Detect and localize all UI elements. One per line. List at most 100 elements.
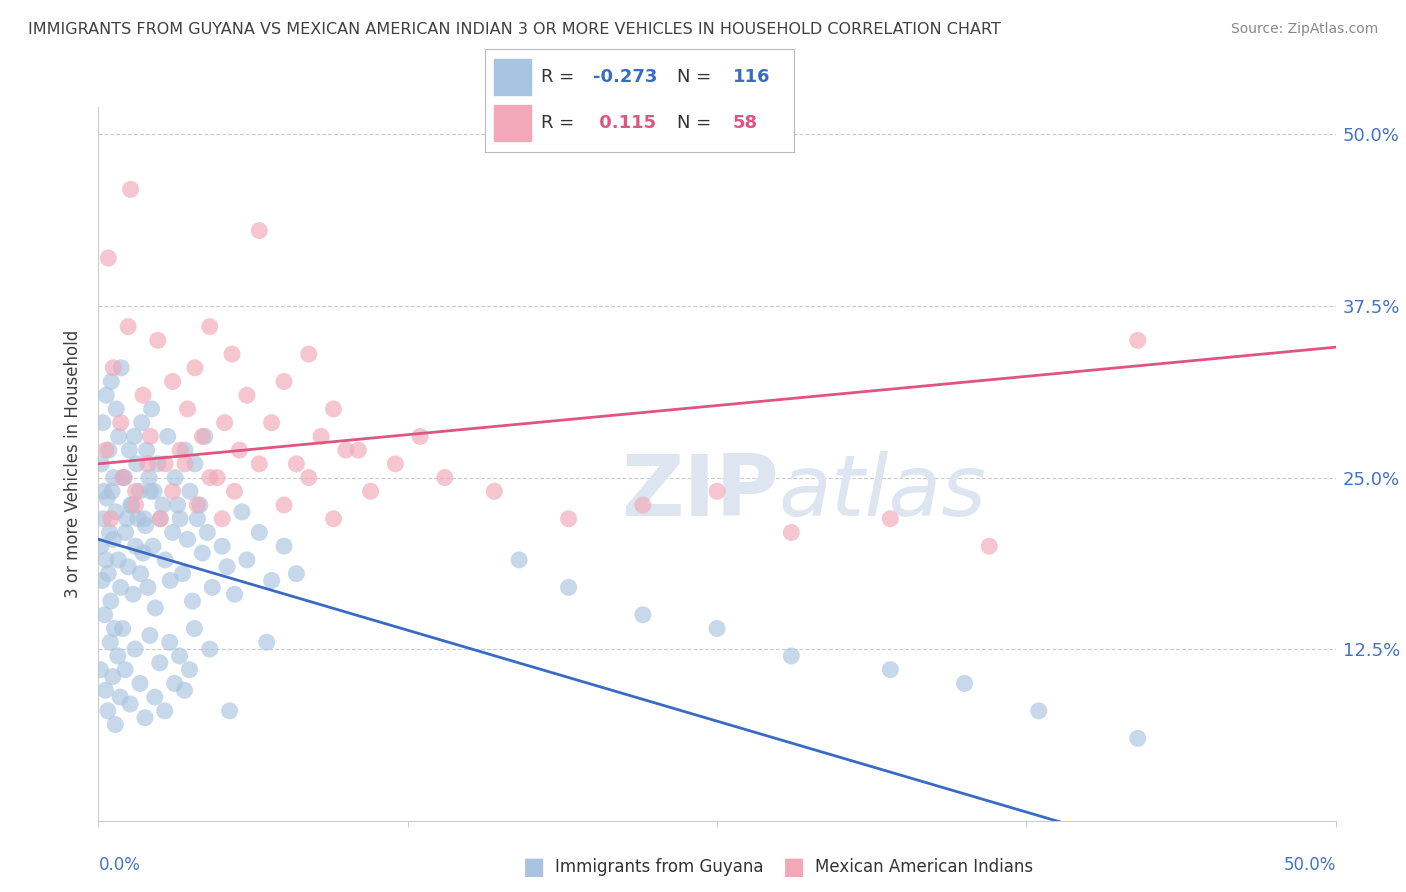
Point (112, 470, 135, 484)
Point (228, 443, 250, 458)
Point (218, 704, 240, 718)
Point (93, 512, 115, 526)
Point (141, 401, 163, 416)
Point (174, 457, 197, 471)
Point (211, 512, 233, 526)
Point (169, 648, 191, 663)
Point (179, 663, 201, 677)
Point (484, 484, 506, 499)
Point (120, 697, 142, 711)
Text: 0.0%: 0.0% (98, 856, 141, 874)
Text: R =: R = (541, 114, 579, 132)
Point (159, 635, 181, 649)
Text: R =: R = (541, 69, 579, 87)
Point (136, 580, 159, 594)
Point (557, 512, 579, 526)
Point (112, 470, 135, 484)
Point (131, 416, 153, 430)
Point (128, 484, 150, 499)
Point (108, 690, 131, 705)
Point (979, 539, 1001, 553)
Point (117, 559, 139, 574)
Point (953, 676, 976, 690)
Point (149, 656, 172, 670)
Point (195, 525, 218, 540)
Text: 50.0%: 50.0% (1284, 856, 1336, 874)
Point (146, 334, 169, 348)
Point (273, 498, 295, 512)
Point (101, 484, 124, 499)
Point (90, 457, 112, 471)
Point (93, 484, 115, 499)
Point (211, 539, 233, 553)
Point (186, 498, 208, 512)
Point (879, 663, 901, 677)
Point (156, 429, 179, 443)
Point (143, 690, 166, 705)
Point (162, 525, 184, 540)
Point (139, 484, 162, 499)
Point (124, 429, 146, 443)
Point (97, 251, 120, 265)
Point (224, 484, 246, 499)
Point (298, 347, 321, 361)
Point (125, 457, 148, 471)
Point (129, 566, 152, 581)
Point (121, 498, 143, 512)
Point (322, 401, 344, 416)
Point (111, 622, 134, 636)
Point (138, 470, 160, 484)
Point (142, 539, 165, 553)
Text: 0.115: 0.115 (593, 114, 657, 132)
Point (124, 484, 146, 499)
Point (631, 498, 654, 512)
Point (143, 484, 166, 499)
Point (104, 717, 127, 731)
Point (183, 622, 205, 636)
Point (173, 683, 195, 698)
Point (217, 559, 239, 574)
Point (96, 388, 118, 402)
Point (201, 580, 224, 594)
Point (191, 546, 214, 560)
Point (115, 512, 138, 526)
Point (231, 505, 253, 519)
Point (149, 512, 172, 526)
Point (134, 711, 156, 725)
Text: Mexican American Indians: Mexican American Indians (815, 858, 1033, 876)
Text: Immigrants from Guyana: Immigrants from Guyana (555, 858, 763, 876)
Point (124, 642, 146, 657)
Point (94, 683, 117, 698)
Point (347, 443, 370, 458)
Point (256, 635, 278, 649)
Point (184, 457, 207, 471)
Point (224, 587, 246, 601)
Point (184, 360, 207, 375)
Text: ZIP: ZIP (621, 450, 779, 534)
Point (198, 470, 221, 484)
Point (93, 607, 115, 622)
Bar (495, 59, 531, 95)
Point (557, 580, 579, 594)
Point (155, 457, 177, 471)
Point (205, 470, 228, 484)
Point (98, 525, 121, 540)
Point (134, 512, 156, 526)
Point (98, 635, 121, 649)
Point (100, 375, 122, 389)
Point (155, 553, 177, 567)
Point (132, 388, 155, 402)
Point (247, 223, 270, 237)
Point (273, 539, 295, 553)
Point (298, 470, 321, 484)
Point (100, 512, 122, 526)
Text: 58: 58 (733, 114, 758, 132)
Point (169, 443, 191, 458)
Point (335, 443, 357, 458)
Point (188, 498, 211, 512)
Point (107, 553, 129, 567)
Point (159, 574, 181, 588)
Point (176, 401, 198, 416)
Point (1126, 334, 1149, 348)
Point (198, 319, 221, 334)
